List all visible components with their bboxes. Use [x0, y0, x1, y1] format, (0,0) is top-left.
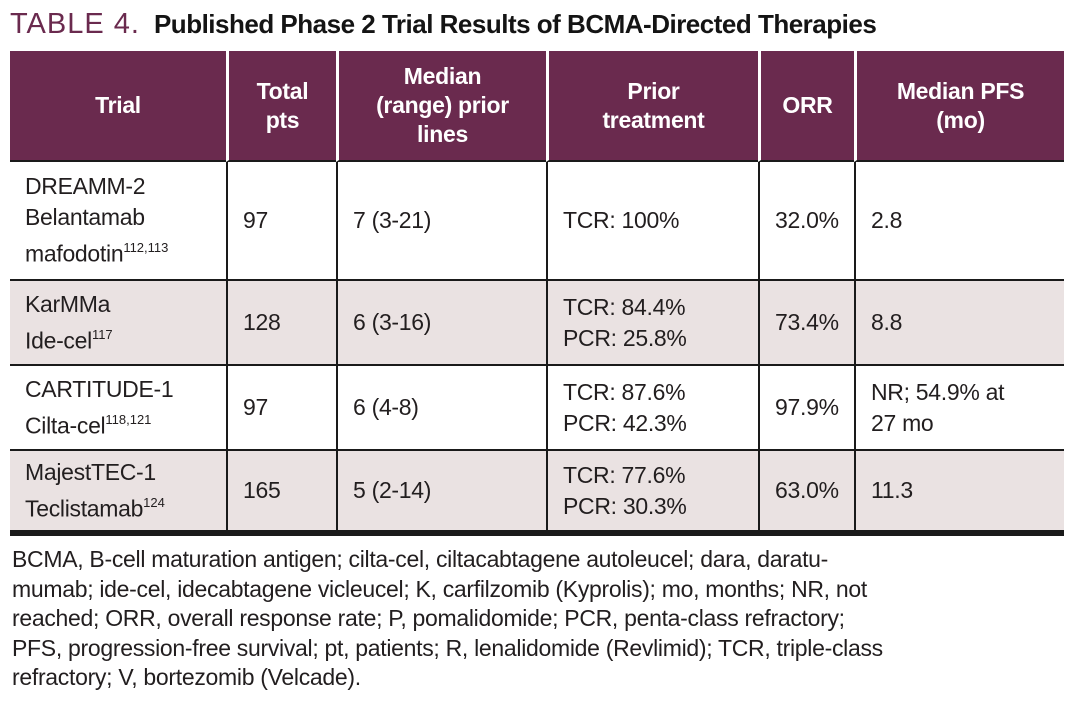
cell-median-pfs: 8.8 — [854, 281, 1064, 366]
trial-name-line: KarMMa — [25, 290, 111, 317]
table-row-karmma: KarMMa Ide-cel117 128 6 (3-16) TCR: 84.4… — [10, 281, 1064, 366]
trial-name-line: Teclistamab124 — [25, 488, 220, 525]
header-label: pts — [265, 106, 300, 133]
treatment-line: PCR: 30.3% — [563, 492, 687, 519]
footnote-line: mumab; ide-cel, idecabtagene vicleucel; … — [12, 575, 867, 602]
cell-prior-treatment: TCR: 77.6% PCR: 30.3% — [546, 451, 758, 536]
column-header-prior-treatment: Prior treatment — [546, 51, 758, 162]
header-row: Trial Total pts Median (range) prior lin… — [10, 51, 1064, 162]
table-body: DREAMM-2 Belantamab mafodotin112,113 97 … — [10, 162, 1064, 536]
header-label: Median PFS — [896, 77, 1025, 104]
cell-prior-treatment: TCR: 100% — [546, 162, 758, 281]
pfs-line: 8.8 — [871, 309, 903, 335]
trial-name-text: Ide-cel — [25, 327, 92, 354]
header-label: Trial — [95, 92, 141, 118]
cell-prior-lines: 6 (3-16) — [336, 281, 546, 366]
trial-name-line: Ide-cel117 — [25, 320, 220, 357]
trial-name-line: mafodotin112,113 — [25, 233, 220, 270]
cell-median-pfs: 2.8 — [854, 162, 1064, 281]
reference-superscript: 117 — [91, 326, 113, 342]
footnote-line: refractory; V, bortezomib (Velcade). — [12, 664, 361, 690]
treatment-line: TCR: 87.6% — [563, 378, 686, 405]
trial-name-text: Cilta-cel — [25, 412, 106, 439]
reference-superscript: 112,113 — [123, 240, 169, 256]
treatment-line: TCR: 84.4% — [563, 293, 686, 320]
pfs-line: 27 mo — [871, 409, 934, 436]
cell-trial: CARTITUDE-1 Cilta-cel118,121 — [10, 366, 226, 451]
cell-prior-lines: 6 (4-8) — [336, 366, 546, 451]
header-label: treatment — [602, 106, 705, 133]
header-label: (range) prior — [376, 92, 509, 118]
pfs-line: 11.3 — [871, 477, 913, 503]
trial-name-line: CARTITUDE-1 — [25, 375, 174, 402]
cell-prior-treatment: TCR: 87.6% PCR: 42.3% — [546, 366, 758, 451]
cell-median-pfs: NR; 54.9% at 27 mo — [854, 366, 1064, 451]
cell-total-pts: 128 — [226, 281, 336, 366]
cell-trial: KarMMa Ide-cel117 — [10, 281, 226, 366]
column-header-orr: ORR — [758, 51, 854, 162]
table-caption: TABLE 4. Published Phase 2 Trial Results… — [10, 8, 1066, 41]
header-label: (mo) — [936, 106, 985, 133]
pfs-line: NR; 54.9% at — [871, 378, 1005, 405]
table-row-majestec1: MajestTEC-1 Teclistamab124 165 5 (2-14) … — [10, 451, 1064, 536]
column-header-total-pts: Total pts — [226, 51, 336, 162]
trial-name-line: DREAMM-2 — [25, 173, 146, 200]
pfs-line: 2.8 — [871, 207, 903, 233]
table-header: Trial Total pts Median (range) prior lin… — [10, 51, 1064, 162]
footnote-line: reached; ORR, overall response rate; P, … — [12, 605, 845, 631]
treatment-line: PCR: 25.8% — [563, 324, 687, 351]
table-row-cartitude1: CARTITUDE-1 Cilta-cel118,121 97 6 (4-8) … — [10, 366, 1064, 451]
footnote-line: PFS, progression-free survival; pt, pati… — [12, 634, 883, 661]
trial-name-line: Belantamab — [25, 204, 145, 231]
table-title-text: Published Phase 2 Trial Results of BCMA-… — [153, 9, 877, 39]
table-number-label: TABLE 4. — [10, 8, 140, 40]
cell-trial: MajestTEC-1 Teclistamab124 — [10, 451, 226, 536]
cell-orr: 32.0% — [758, 162, 854, 281]
table-row-dreamm2: DREAMM-2 Belantamab mafodotin112,113 97 … — [10, 162, 1064, 281]
cell-orr: 73.4% — [758, 281, 854, 366]
header-label: Median — [403, 63, 482, 89]
reference-superscript: 118,121 — [105, 411, 152, 427]
cell-orr: 63.0% — [758, 451, 854, 536]
cell-total-pts: 97 — [226, 366, 336, 451]
cell-total-pts: 165 — [226, 451, 336, 536]
cell-prior-lines: 7 (3-21) — [336, 162, 546, 281]
treatment-line: TCR: 77.6% — [563, 461, 686, 488]
reference-superscript: 124 — [143, 494, 165, 510]
cell-trial: DREAMM-2 Belantamab mafodotin112,113 — [10, 162, 226, 281]
abbreviation-footnote: BCMA, B-cell maturation antigen; cilta-c… — [10, 545, 1066, 693]
trial-name-text: Teclistamab — [25, 495, 144, 522]
column-header-median-prior-lines: Median (range) prior lines — [336, 51, 546, 162]
cell-median-pfs: 11.3 — [854, 451, 1064, 536]
trial-name-text: mafodotin — [25, 240, 124, 267]
document-page: TABLE 4. Published Phase 2 Trial Results… — [10, 8, 1066, 693]
treatment-line: TCR: 100% — [563, 207, 680, 233]
cell-prior-treatment: TCR: 84.4% PCR: 25.8% — [546, 281, 758, 366]
footnote-line: BCMA, B-cell maturation antigen; cilta-c… — [12, 546, 829, 572]
trial-name-line: MajestTEC-1 — [25, 458, 156, 485]
header-label: ORR — [782, 92, 833, 118]
cell-total-pts: 97 — [226, 162, 336, 281]
column-header-median-pfs: Median PFS (mo) — [854, 51, 1064, 162]
cell-prior-lines: 5 (2-14) — [336, 451, 546, 536]
treatment-line: PCR: 42.3% — [563, 409, 687, 436]
column-header-trial: Trial — [10, 51, 226, 162]
header-label: Total — [256, 77, 309, 104]
trial-name-line: Cilta-cel118,121 — [25, 405, 220, 442]
header-label: lines — [417, 121, 468, 147]
trial-results-table: Trial Total pts Median (range) prior lin… — [10, 51, 1064, 536]
cell-orr: 97.9% — [758, 366, 854, 451]
header-label: Prior — [627, 77, 680, 104]
